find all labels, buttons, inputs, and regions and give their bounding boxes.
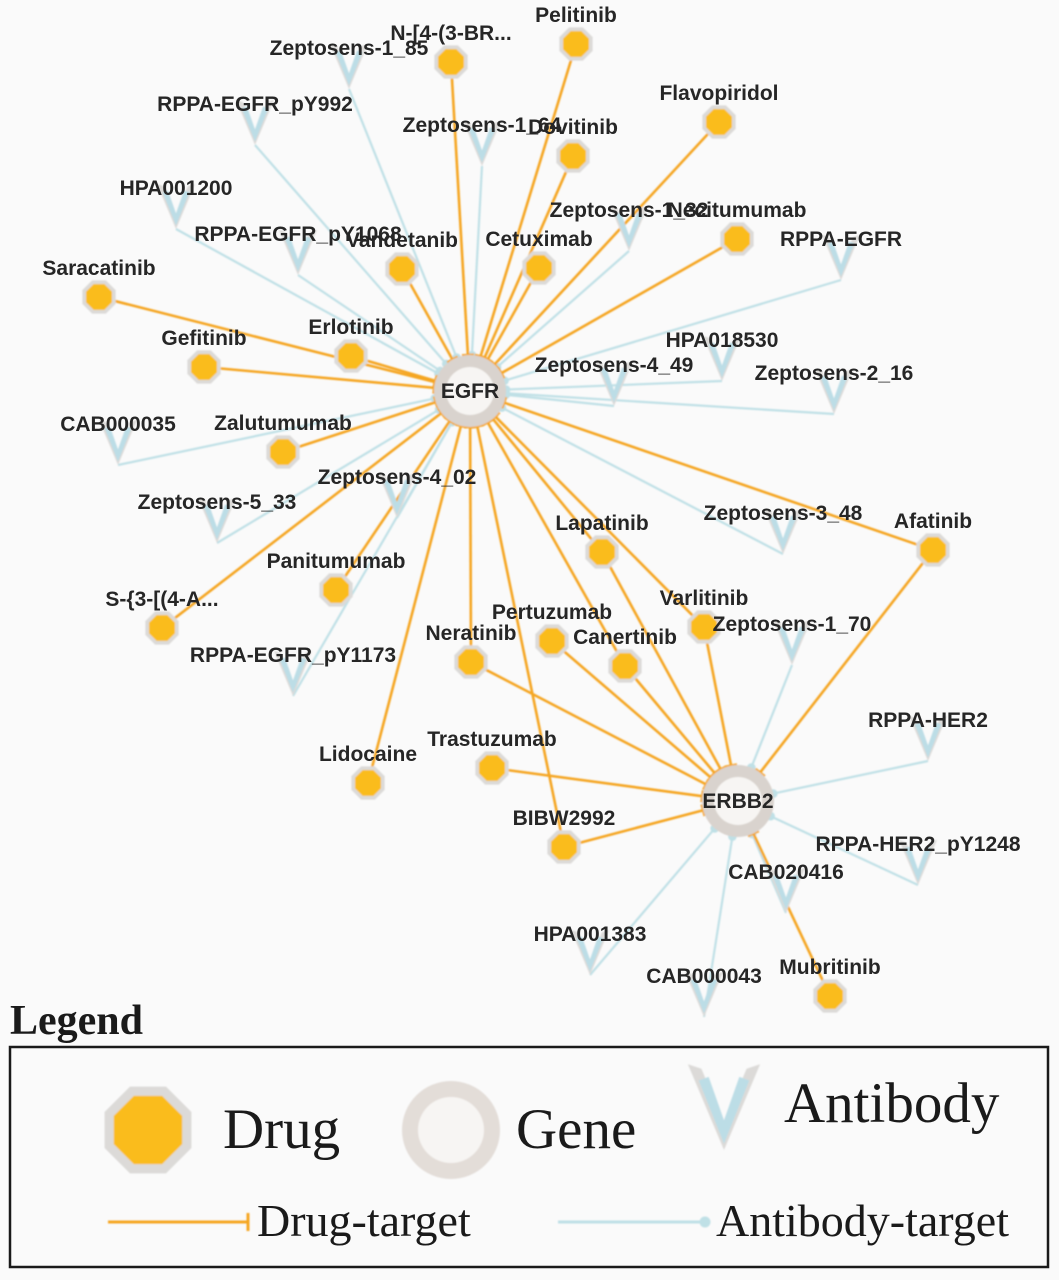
svg-text:Drug: Drug — [223, 1098, 340, 1161]
svg-text:Pelitinib: Pelitinib — [535, 4, 617, 27]
svg-text:Gefitinib: Gefitinib — [161, 327, 246, 350]
svg-text:RPPA-EGFR_pY1068: RPPA-EGFR_pY1068 — [194, 223, 402, 246]
svg-text:Saracatinib: Saracatinib — [42, 257, 155, 280]
svg-text:ERBB2: ERBB2 — [702, 790, 773, 813]
svg-text:Antibody-target: Antibody-target — [716, 1195, 1009, 1246]
svg-text:S-{3-[(4-A...: S-{3-[(4-A... — [105, 588, 218, 611]
svg-text:CAB020416: CAB020416 — [728, 861, 844, 884]
svg-text:Zeptosens-1_85: Zeptosens-1_85 — [270, 37, 429, 60]
svg-text:HPA001383: HPA001383 — [534, 923, 647, 946]
svg-text:Pertuzumab: Pertuzumab — [492, 601, 612, 624]
svg-text:Lapatinib: Lapatinib — [555, 512, 648, 535]
svg-text:Zeptosens-1_32: Zeptosens-1_32 — [550, 199, 709, 222]
svg-text:Gene: Gene — [516, 1098, 636, 1161]
svg-text:Varlitinib: Varlitinib — [660, 587, 749, 610]
svg-text:Mubritinib: Mubritinib — [779, 956, 880, 979]
svg-text:Cetuximab: Cetuximab — [485, 228, 592, 251]
svg-text:Zeptosens-4_02: Zeptosens-4_02 — [318, 466, 477, 489]
svg-text:Zeptosens-1_64: Zeptosens-1_64 — [403, 114, 562, 137]
svg-text:Drug-target: Drug-target — [257, 1195, 471, 1246]
svg-text:Legend: Legend — [10, 998, 143, 1044]
svg-text:Zeptosens-4_49: Zeptosens-4_49 — [535, 354, 694, 377]
svg-text:Zeptosens-3_48: Zeptosens-3_48 — [704, 502, 863, 525]
svg-text:Zalutumumab: Zalutumumab — [214, 412, 352, 435]
svg-text:CAB000043: CAB000043 — [646, 965, 762, 988]
svg-text:RPPA-HER2_pY1248: RPPA-HER2_pY1248 — [815, 833, 1020, 856]
svg-text:RPPA-EGFR_pY992: RPPA-EGFR_pY992 — [157, 93, 353, 116]
svg-text:Flavopiridol: Flavopiridol — [659, 82, 778, 105]
svg-text:Canertinib: Canertinib — [573, 626, 677, 649]
svg-text:Lidocaine: Lidocaine — [319, 743, 417, 766]
svg-text:Zeptosens-1_70: Zeptosens-1_70 — [713, 613, 872, 636]
svg-text:Antibody: Antibody — [784, 1072, 1000, 1135]
svg-text:Panitumumab: Panitumumab — [267, 550, 406, 573]
svg-text:Neratinib: Neratinib — [425, 622, 516, 645]
svg-text:CAB000035: CAB000035 — [60, 413, 176, 436]
svg-text:Zeptosens-5_33: Zeptosens-5_33 — [138, 491, 297, 514]
svg-text:RPPA-EGFR_pY1173: RPPA-EGFR_pY1173 — [190, 644, 396, 667]
svg-text:Afatinib: Afatinib — [894, 510, 972, 533]
svg-text:HPA001200: HPA001200 — [120, 177, 233, 200]
svg-text:HPA018530: HPA018530 — [666, 329, 779, 352]
svg-text:EGFR: EGFR — [441, 380, 499, 403]
svg-text:Zeptosens-2_16: Zeptosens-2_16 — [755, 362, 914, 385]
svg-text:Trastuzumab: Trastuzumab — [427, 728, 557, 751]
svg-text:RPPA-HER2: RPPA-HER2 — [868, 709, 988, 732]
svg-text:RPPA-EGFR: RPPA-EGFR — [780, 228, 902, 251]
svg-text:BIBW2992: BIBW2992 — [513, 807, 616, 830]
svg-text:Erlotinib: Erlotinib — [308, 316, 393, 339]
